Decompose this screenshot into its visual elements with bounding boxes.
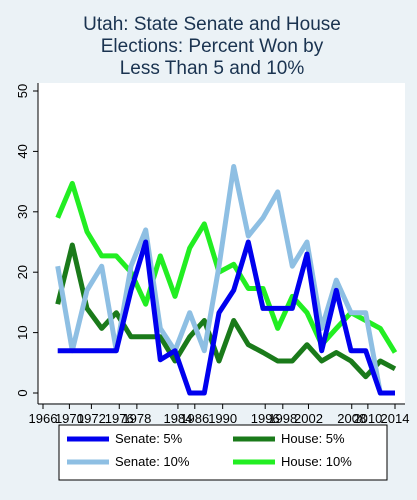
legend-box	[58, 424, 388, 481]
legend-label: Senate: 10%	[115, 454, 190, 469]
x-tick-label: 1986	[180, 411, 209, 426]
series-line-house-10	[55, 180, 398, 354]
x-tick-label: 2010	[353, 411, 382, 426]
x-tick-label: 1996	[251, 411, 280, 426]
chart-title: Utah: State Senate and House Elections: …	[83, 14, 341, 79]
x-tick-label: 1966	[29, 411, 58, 426]
x-tick-label: 1978	[122, 411, 151, 426]
y-tick-label: 10	[15, 325, 30, 339]
series-lines	[55, 164, 398, 396]
y-axis-ticks: 0 10 20 30 40 50	[15, 84, 38, 397]
legend-label: Senate: 5%	[115, 431, 183, 446]
y-tick-label: 0	[15, 389, 30, 396]
chart-title-line-3: Less Than 5 and 10%	[120, 58, 305, 79]
y-tick-label: 30	[15, 205, 30, 219]
series-line-senate-5	[57, 239, 395, 396]
legend-label: House: 5%	[281, 431, 345, 446]
chart-title-line-1: Utah: State Senate and House	[83, 14, 341, 35]
legend-label: House: 10%	[281, 454, 352, 469]
series-line-senate-10	[55, 164, 395, 396]
x-tick-label: 2014	[381, 411, 410, 426]
y-tick-label: 50	[15, 84, 30, 98]
x-tick-label: 2008	[337, 411, 366, 426]
x-tick-label: 1998	[268, 411, 297, 426]
x-tick-label: 1972	[77, 411, 106, 426]
series-line-house-5	[55, 242, 397, 380]
x-tick-label: 1976	[105, 411, 134, 426]
y-tick-label: 20	[15, 265, 30, 279]
x-tick-label: 2002	[294, 411, 323, 426]
x-tick-label: 1990	[208, 411, 237, 426]
y-tick-label: 40	[15, 144, 30, 158]
x-tick-label: 1970	[55, 411, 84, 426]
legend: Senate: 5% House: 5% Senate: 10% House: 10%	[67, 431, 352, 469]
chart-title-line-2: Elections: Percent Won by	[101, 36, 324, 57]
x-tick-label: 1984	[163, 411, 192, 426]
